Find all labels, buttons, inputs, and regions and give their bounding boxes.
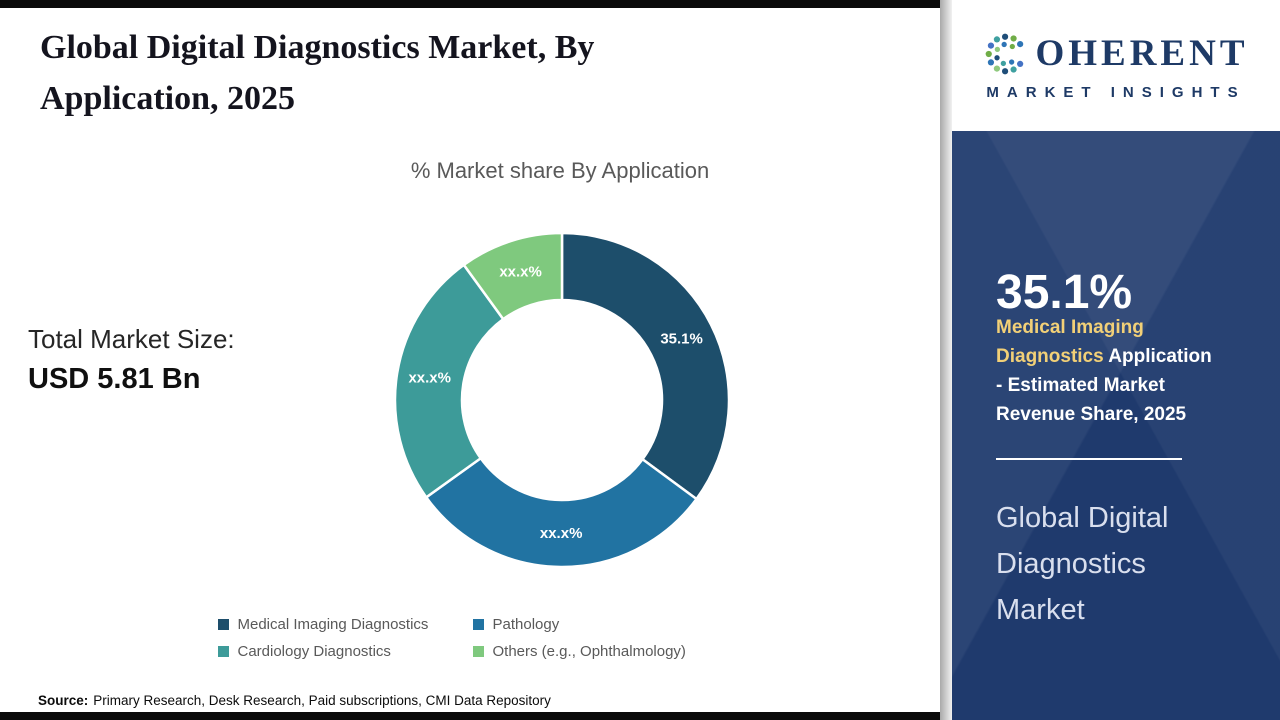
legend-item: Others (e.g., Ophthalmology) xyxy=(472,643,723,660)
legend-item: Medical Imaging Diagnostics xyxy=(217,616,473,633)
donut-segment-3 xyxy=(393,263,505,500)
brand-name: OHERENT xyxy=(1035,33,1249,74)
donut-segment-label: xx.x% xyxy=(499,264,542,281)
total-market-size: Total Market Size: USD 5.81 Bn xyxy=(28,324,235,396)
donut-segment-label: xx.x% xyxy=(408,370,451,387)
panel-divider xyxy=(940,0,952,720)
divider-line xyxy=(996,458,1182,460)
total-market-label: Total Market Size: xyxy=(28,324,235,354)
bottom-accent-bar xyxy=(0,712,940,720)
stat-description-block: Medical Imaging Diagnostics Application … xyxy=(996,313,1216,429)
coherent-logo-c-icon xyxy=(986,33,1024,74)
donut-segment-label: xx.x% xyxy=(540,525,583,542)
total-market-value: USD 5.81 Bn xyxy=(28,363,201,395)
legend-swatch xyxy=(217,619,229,630)
source-text: Primary Research, Desk Research, Paid su… xyxy=(93,693,551,708)
brand-logo: OHERENT MARKET INSIGHTS xyxy=(952,0,1280,131)
legend-swatch xyxy=(217,646,229,657)
panel-title: Global Digital Diagnostics Market xyxy=(996,502,1169,626)
donut-segment-4 xyxy=(462,231,564,321)
legend-item: Cardiology Diagnostics xyxy=(217,643,473,660)
donut-chart-svg: 35.1% xx.x% xx.x% xx.x% xyxy=(393,231,731,569)
legend-label: Medical Imaging Diagnostics xyxy=(237,616,429,633)
stat-value: 35.1% xyxy=(996,266,1133,319)
chart-legend: Medical Imaging Diagnostics Pathology Card… xyxy=(0,616,940,660)
legend-item: Pathology xyxy=(472,616,723,633)
donut-segment-1 xyxy=(560,231,731,501)
chart-title: % Market share By Application xyxy=(410,158,710,183)
legend-label: Cardiology Diagnostics xyxy=(237,643,391,660)
stat-highlight: Medical Imaging Diagnostics xyxy=(996,317,1144,367)
legend-swatch xyxy=(472,646,484,657)
donut-segment-2 xyxy=(424,456,699,569)
source-note: Source: Primary Research, Desk Research, … xyxy=(38,693,551,708)
legend-swatch xyxy=(472,619,484,630)
donut-segment-label: 35.1% xyxy=(660,331,703,348)
page-title: Global Digital Diagnostics Market, By Ap… xyxy=(40,29,595,117)
right-panel: 35.1% Medical Imaging Diagnostics Applic… xyxy=(952,131,1280,720)
brand-logo-row: OHERENT xyxy=(983,31,1248,77)
brand-tagline: MARKET INSIGHTS xyxy=(986,83,1246,101)
source-label: Source: xyxy=(38,693,89,708)
top-accent-bar xyxy=(0,0,940,8)
legend-label: Others (e.g., Ophthalmology) xyxy=(492,643,686,660)
stat-rest: Application - Estimated Market Revenue S… xyxy=(996,346,1212,425)
donut-chart: 35.1% xx.x% xx.x% xx.x% xyxy=(392,230,732,570)
legend-label: Pathology xyxy=(492,616,560,633)
